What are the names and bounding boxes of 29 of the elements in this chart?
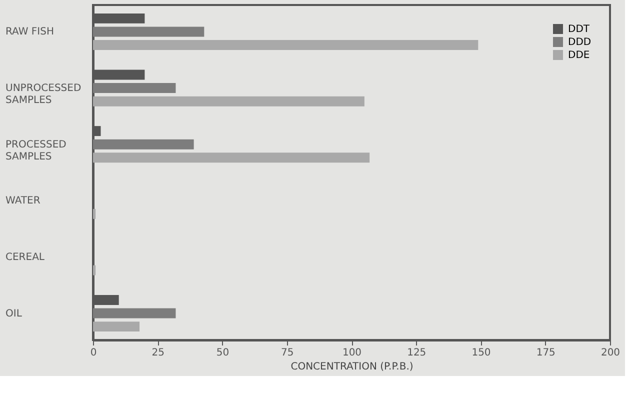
x-tick-label: 200 (600, 348, 620, 358)
bar (93, 152, 370, 163)
x-tick-label: 175 (536, 348, 556, 358)
y-tick-label: WATER (6, 196, 40, 207)
x-tick-label: 0 (90, 348, 97, 358)
x-tick-label: 75 (281, 348, 294, 358)
y-tick-label: CEREAL (6, 252, 45, 263)
x-tick-label: 125 (407, 348, 426, 358)
x-tick-label: 50 (216, 348, 230, 358)
y-tick-label: PROCESSED SAMPLES (6, 139, 67, 162)
bar (93, 308, 176, 318)
bar (93, 83, 176, 94)
bar (93, 265, 96, 276)
x-tick-label: 150 (472, 348, 491, 358)
y-tick-label: UNPROCESSED SAMPLES (6, 83, 82, 106)
x-tick-label: 100 (342, 348, 362, 358)
bar (93, 322, 140, 332)
x-tick-label: 25 (152, 348, 164, 358)
legend-label: DDE (568, 50, 590, 61)
bar (93, 26, 204, 37)
legend-label: DDT (568, 24, 590, 35)
bar (93, 139, 194, 150)
x-axis-title: CONCENTRATION (P.P.B.) (290, 362, 414, 372)
bar (93, 208, 96, 219)
y-tick-label: OIL (6, 308, 22, 320)
y-tick-label: RAW FISH (6, 26, 54, 38)
bar (93, 40, 478, 50)
bar (93, 96, 364, 106)
legend-label: DDD (568, 37, 592, 48)
